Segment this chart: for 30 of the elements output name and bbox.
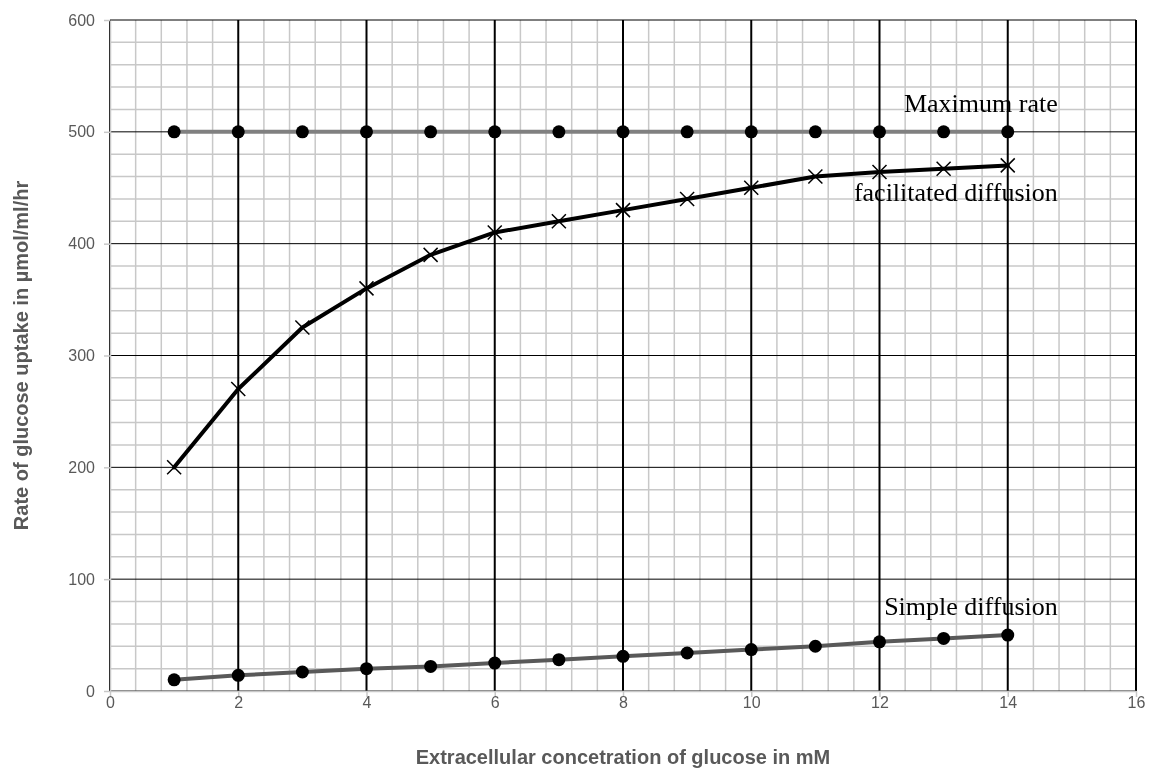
- point: [679, 191, 695, 207]
- y-tick-label: 400: [68, 235, 96, 253]
- x-tick-label: 10: [742, 694, 761, 711]
- point: [807, 168, 824, 185]
- point: [551, 213, 567, 230]
- x-tick-label: 14: [999, 694, 1018, 711]
- point: [615, 202, 631, 218]
- x-axis-title: Extracellular concetration of glucose in mM: [415, 746, 831, 768]
- x-tick-label: 6: [490, 694, 500, 711]
- point: [422, 247, 439, 263]
- y-tick-label: 500: [68, 123, 96, 141]
- x-tick-label: 0: [106, 694, 116, 711]
- point: [487, 224, 503, 241]
- y-tick-label: 600: [68, 11, 96, 29]
- point: [871, 164, 888, 180]
- x-tick-label: 12: [871, 694, 889, 711]
- y-axis-title: Rate of glucose uptake in µmol/ml/hr: [10, 180, 32, 531]
- point: [743, 180, 759, 196]
- y-tick-label: 300: [68, 347, 96, 365]
- x-tick-label: 16: [1127, 694, 1146, 711]
- x-tick-label: 2: [234, 694, 244, 711]
- point: [935, 160, 952, 177]
- x-tick-label: 8: [619, 694, 629, 711]
- point: [1000, 157, 1016, 174]
- y-tick-label: 0: [86, 682, 96, 700]
- x-tick-label: 4: [362, 694, 372, 711]
- point: [358, 280, 375, 297]
- y-tick-label: 200: [68, 458, 96, 476]
- point: [166, 459, 182, 476]
- y-tick-label: 100: [68, 570, 96, 588]
